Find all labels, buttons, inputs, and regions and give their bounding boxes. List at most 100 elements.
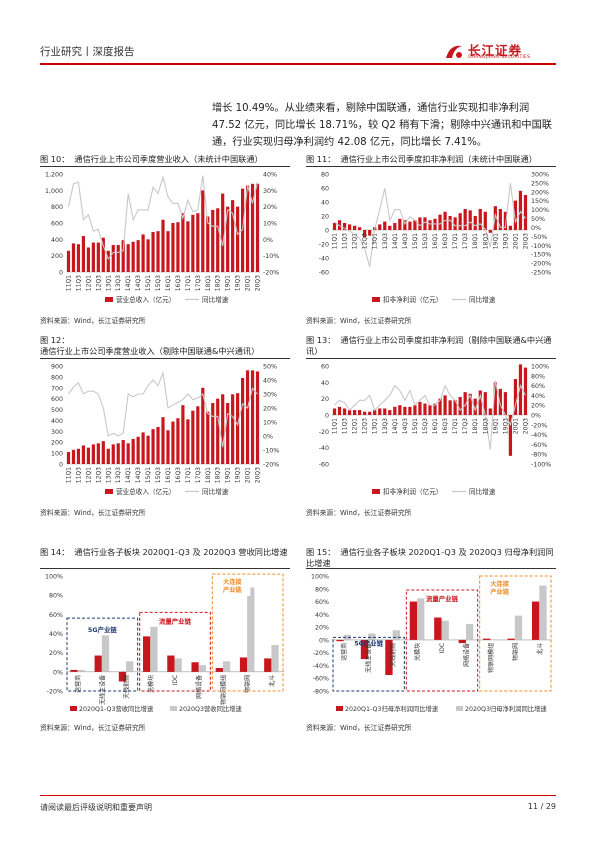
group-label: 5G产业链	[88, 625, 117, 634]
chart-fig10: 0 200 400 600 800 1,000 1,200 -20% -10% 0% 10% 20% 3…	[45, 172, 279, 305]
x-tick-label: 12Q1	[352, 233, 359, 249]
bar	[478, 209, 482, 230]
figure-title: 通信行业各子板块 2020Q1-Q3 及 2020Q3 归母净利润同比增速	[306, 547, 554, 568]
legend-label: 同比增速	[202, 487, 229, 496]
bar	[343, 634, 352, 640]
figure-caption: 图 12：通信行业上市公司季度营业收入（剔除中国联通&中兴通讯）	[40, 335, 290, 357]
category-label: 物联网	[511, 643, 519, 661]
category-label: 运营商	[74, 675, 82, 693]
bar	[76, 448, 81, 464]
category-label: 物联网模组	[487, 643, 495, 673]
bar	[368, 411, 372, 415]
legend-swatch	[336, 706, 343, 711]
bar	[174, 658, 182, 672]
right-axis-tick: 60%	[531, 383, 545, 390]
right-axis-tick: 0%	[263, 434, 273, 441]
x-tick-label: 17Q3	[462, 233, 469, 249]
figure-title: 通信行业各子板块 2020Q1-Q3 及 2020Q3 营收同比增速	[74, 547, 288, 557]
left-axis-tick: 900	[51, 364, 63, 371]
bar	[186, 419, 190, 464]
bar	[518, 364, 523, 415]
x-tick-label: 13Q3	[115, 467, 122, 483]
x-tick-label: 15Q3	[155, 467, 162, 483]
group-label-bg	[481, 578, 518, 598]
bar	[388, 410, 392, 415]
x-tick-label: 16Q3	[175, 467, 182, 483]
group-label-bg	[214, 576, 251, 597]
figure-caption: 图 15： 通信行业各子板块 2020Q1-Q3 及 2020Q3 归母净利润同比…	[306, 547, 556, 569]
bar	[463, 392, 467, 415]
bar	[247, 587, 255, 672]
bar	[453, 217, 457, 230]
right-axis-tick: 200%	[531, 189, 549, 196]
bar	[131, 241, 135, 272]
x-tick-label: 15Q3	[422, 233, 429, 249]
right-axis-tick: 0%	[263, 237, 273, 244]
bar	[70, 669, 78, 672]
group-box	[139, 611, 211, 692]
footer-rule	[40, 795, 556, 796]
bar	[523, 195, 528, 230]
bar	[211, 209, 215, 272]
right-axis-tick: -150%	[531, 252, 551, 259]
legend-swatch-bar	[372, 297, 380, 302]
caption-rule	[306, 568, 556, 569]
y-axis-tick: 0%	[319, 637, 329, 644]
left-axis-tick: 400	[51, 237, 63, 244]
bar	[503, 211, 507, 230]
figure-title: 通信行业上市公司季度扣非净利润（未统计中国联通）	[340, 154, 537, 164]
legend-label: 营业总收入（亿元）	[116, 487, 175, 496]
bar	[86, 447, 90, 464]
bar	[488, 408, 492, 415]
left-axis-tick: -60	[319, 270, 329, 277]
category-label: 物联网模组	[219, 675, 227, 705]
bar	[539, 585, 547, 640]
figure-title: 通信行业上市公司季度营业收入（未统计中国联通）	[74, 154, 263, 164]
chart-fig12: 0 100 200 300 400 500 600 700 800 900 -20% -10% 0% 10…	[51, 364, 279, 497]
left-axis-tick: 20	[321, 214, 329, 221]
x-tick-label: 17Q3	[195, 467, 202, 483]
figure-caption: 图 13： 通信行业上市公司季度扣非净利润（剔除中国联通&中兴通讯）	[306, 335, 556, 357]
x-tick-label: 20Q3	[522, 418, 529, 434]
group-label: 产业链	[223, 586, 242, 594]
legend-swatch	[170, 706, 177, 711]
y-axis-tick: -80%	[313, 689, 329, 696]
bar	[66, 452, 71, 464]
x-tick-label: 13Q1	[372, 233, 379, 249]
bar	[483, 392, 487, 415]
right-axis-tick: -100%	[531, 462, 551, 469]
bar	[403, 220, 407, 230]
bar	[96, 242, 100, 272]
x-tick-label: 18Q1	[472, 418, 479, 434]
right-axis-tick: -250%	[531, 270, 551, 277]
x-tick-label: 17Q3	[462, 418, 469, 434]
x-tick-label: 12Q3	[95, 467, 102, 483]
x-tick-label: 19Q3	[502, 418, 509, 434]
logo-text-en: CHANGJIANG SECURITIES	[468, 55, 531, 60]
legend-label: 扣非净利润（亿元）	[383, 295, 442, 304]
bar	[271, 645, 279, 672]
y-axis-tick: -40%	[313, 663, 329, 670]
left-axis-tick: -40	[319, 445, 329, 452]
bar	[76, 244, 81, 272]
bar	[226, 206, 230, 272]
right-axis-tick: -40%	[531, 432, 547, 439]
bar	[131, 438, 135, 464]
right-axis-tick: -60%	[531, 442, 547, 449]
left-axis-tick: 200	[51, 253, 63, 260]
x-tick-label: 15Q3	[155, 275, 162, 291]
y-axis-tick: -20%	[47, 689, 63, 696]
legend-label: 2020Q3归母净利润同比增速	[465, 704, 547, 713]
left-axis-tick: 1,200	[45, 172, 63, 179]
caption-rule	[306, 358, 556, 359]
bar	[483, 211, 487, 230]
x-tick-label: 17Q1	[185, 467, 192, 483]
right-axis-tick: -10%	[263, 253, 279, 260]
caption-rule	[306, 166, 556, 167]
x-tick-label: 19Q3	[235, 467, 242, 483]
figure-caption: 图 14： 通信行业各子板块 2020Q1-Q3 及 2020Q3 营收同比增速	[40, 547, 290, 558]
bar	[126, 661, 134, 672]
y-axis-tick: 80%	[49, 593, 63, 600]
bar	[514, 615, 523, 640]
bar	[141, 234, 145, 272]
